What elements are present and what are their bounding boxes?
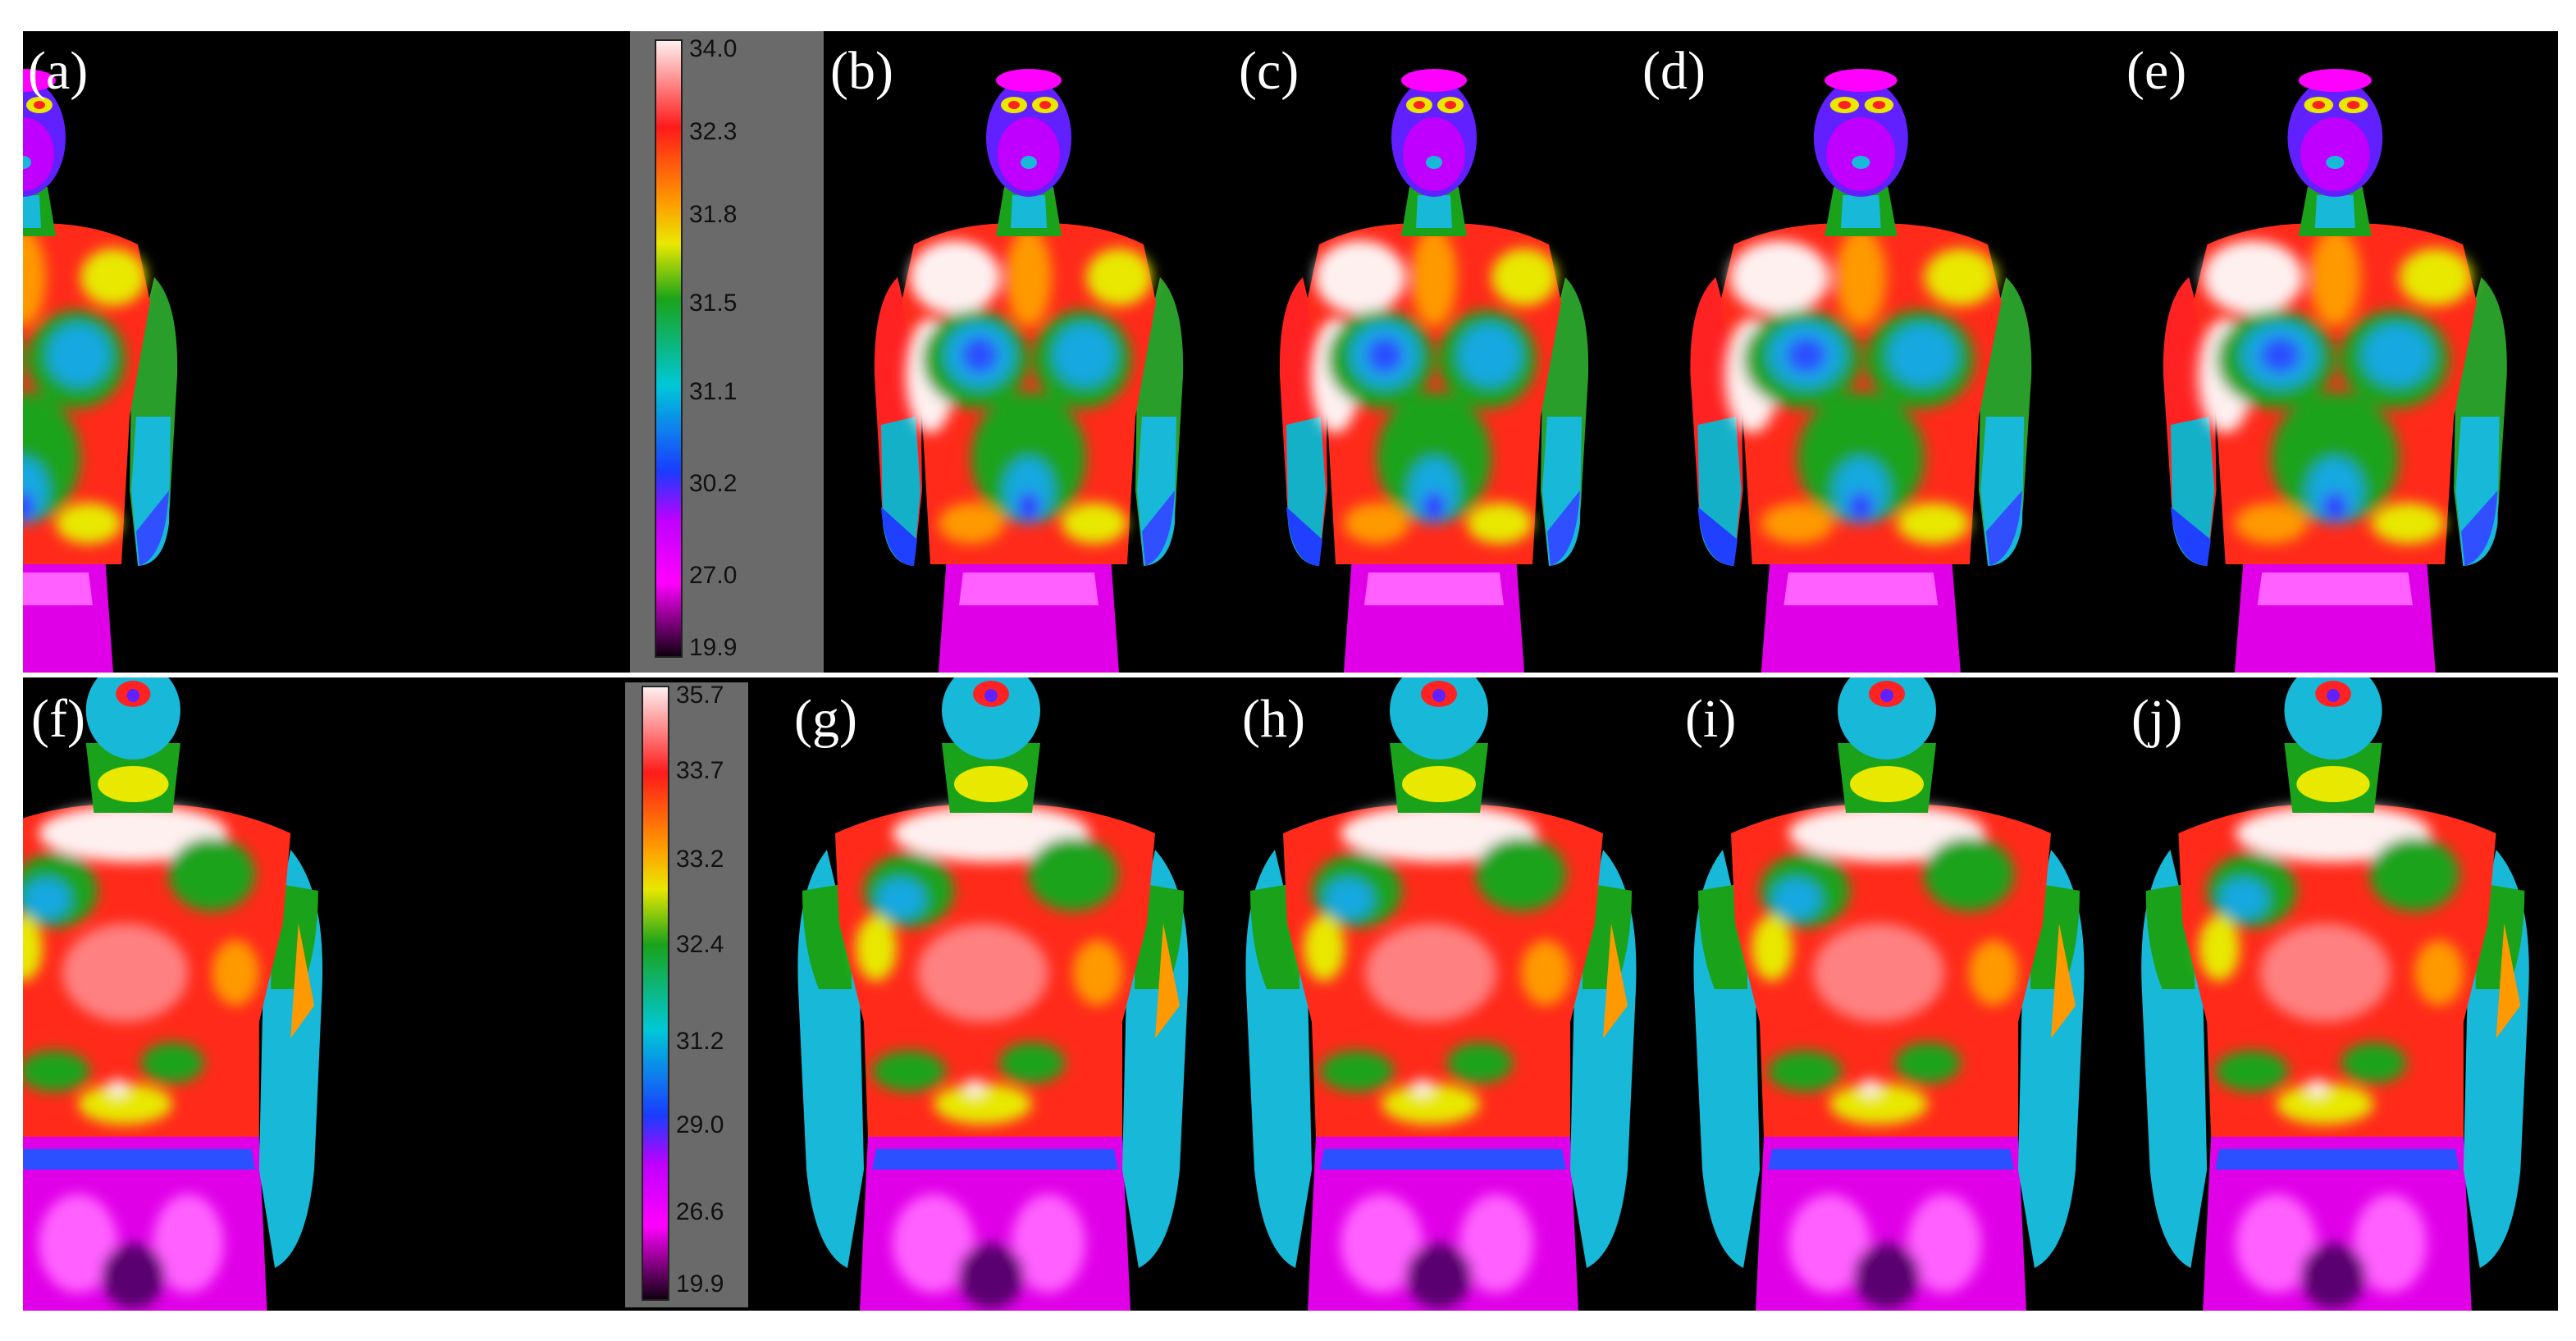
scale-tick: 29.0 [676,1111,724,1138]
thermal-image-a [23,31,630,673]
scale-tick: 32.3 [689,118,738,145]
scale-tick: 33.7 [676,757,724,784]
panel-label: (c) [1239,41,1299,101]
scale-tick: 27.0 [689,562,738,589]
thermal-image-j [2113,677,2558,1311]
scale-tick: 31.1 [689,378,738,405]
scale-tick: 31.8 [689,201,738,228]
panel-label: (d) [1642,41,1706,101]
scale-tick: 19.9 [676,1270,724,1298]
scale-tick: 26.6 [676,1198,724,1225]
thermal-panel-e: (e) [2107,31,2558,673]
color-scale-bar [655,39,683,658]
thermal-panel-c: (c) [1229,31,1634,673]
thermal-row-top: (a) 34.0 32.3 31.8 31.5 31.1 30.2 27.0 1… [23,31,2558,673]
thermal-image-b [824,31,1229,673]
thermal-image-i [1665,677,2113,1311]
panel-label: (f) [31,689,85,749]
thermal-panel-i: (i) [1665,677,2113,1311]
scale-tick: 30.2 [689,470,738,497]
scale-tick: 31.5 [689,290,738,317]
thermal-image-c [1229,31,1634,673]
thermal-panel-g: (g) [770,677,1217,1311]
scale-tick: 19.9 [689,634,738,661]
thermal-image-g [770,677,1217,1311]
scale-tick: 32.4 [676,931,724,958]
color-scale-top: 34.0 32.3 31.8 31.5 31.1 30.2 27.0 19.9 [630,31,824,673]
panel-label: (b) [830,41,893,101]
thermal-panel-d: (d) [1634,31,2082,673]
thermal-image-d [1634,31,2082,673]
panel-label: (g) [794,689,857,749]
scale-tick: 34.0 [689,35,738,62]
thermal-panel-f: (f) [23,677,605,1311]
scale-tick: 31.2 [676,1028,724,1055]
thermal-image-f [23,677,605,1311]
thermal-image-h [1217,677,1665,1311]
scale-tick: 33.2 [676,846,724,873]
thermal-panel-a: (a) [23,31,630,673]
panel-label: (a) [28,41,89,101]
thermal-panel-j: (j) [2113,677,2558,1311]
panel-label: (i) [1685,689,1737,749]
color-scale-bottom: 35.7 33.7 33.2 32.4 31.2 29.0 26.6 19.9 [605,677,770,1311]
scale-tick: 35.7 [676,682,724,709]
thermal-panel-b: (b) [824,31,1229,673]
thermal-panel-h: (h) [1217,677,1665,1311]
panel-label: (j) [2131,689,2183,749]
panel-label: (e) [2126,41,2187,101]
thermal-row-bottom: (f) 35.7 33.7 33.2 32.4 31.2 29.0 26.6 1… [23,677,2558,1311]
color-scale-bar [642,686,669,1301]
panel-label: (h) [1242,689,1305,749]
thermal-image-e [2107,31,2558,673]
